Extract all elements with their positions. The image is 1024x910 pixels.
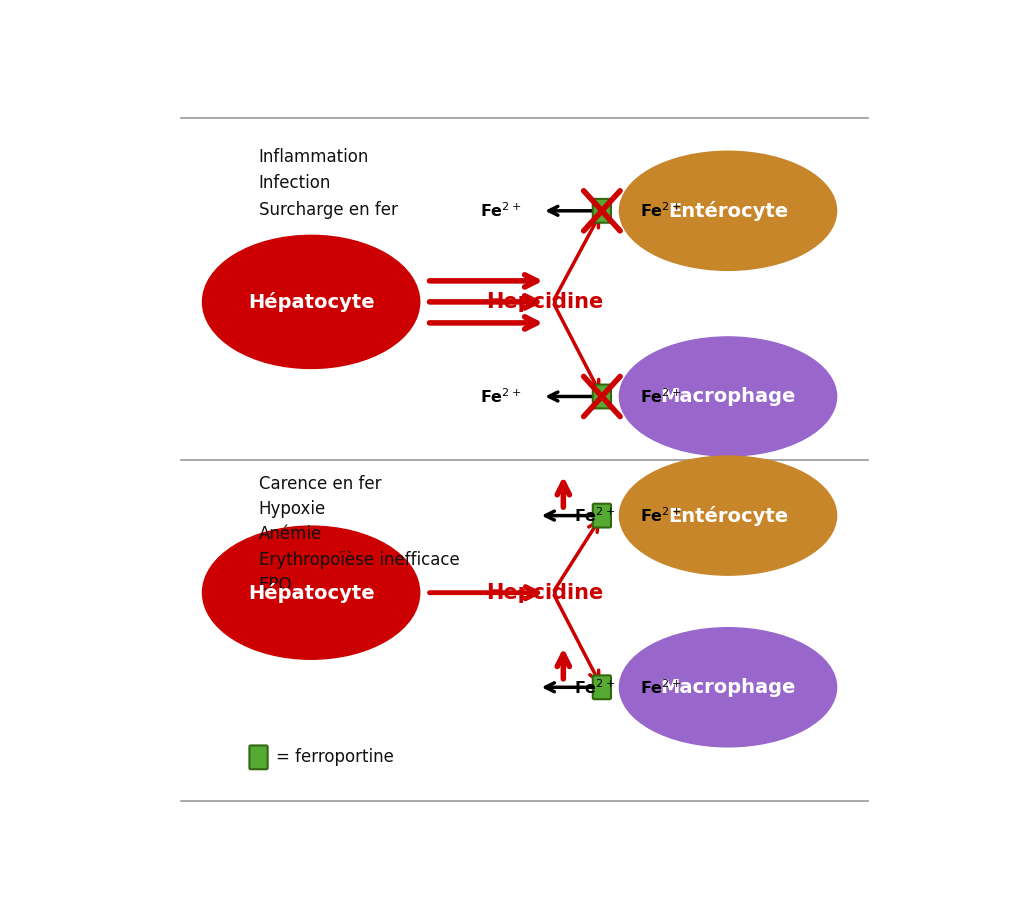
Text: Macrophage: Macrophage — [660, 387, 796, 406]
FancyBboxPatch shape — [250, 745, 267, 769]
Ellipse shape — [620, 151, 837, 270]
Ellipse shape — [203, 526, 420, 659]
Text: Hypoxie: Hypoxie — [258, 501, 326, 518]
Text: Fe$^{2+}$: Fe$^{2+}$ — [640, 506, 682, 525]
Text: EPO: EPO — [258, 576, 292, 594]
Text: Fe$^{2+}$: Fe$^{2+}$ — [480, 201, 521, 220]
Ellipse shape — [620, 628, 837, 747]
Text: Hepcidine: Hepcidine — [486, 582, 603, 602]
Text: Fe$^{2+}$: Fe$^{2+}$ — [640, 387, 682, 406]
Text: Carence en fer: Carence en fer — [258, 475, 381, 493]
Ellipse shape — [620, 456, 837, 575]
FancyBboxPatch shape — [593, 385, 611, 409]
Text: Hépatocyte: Hépatocyte — [248, 292, 375, 312]
Text: Entérocyte: Entérocyte — [668, 506, 788, 526]
Text: Fe$^{2+}$: Fe$^{2+}$ — [573, 678, 615, 697]
Text: Infection: Infection — [258, 175, 331, 192]
Text: Erythropoïèse inefficace: Erythropoïèse inefficace — [258, 551, 460, 569]
Text: Fe$^{2+}$: Fe$^{2+}$ — [640, 678, 682, 697]
Text: Hépatocyte: Hépatocyte — [248, 582, 375, 602]
FancyBboxPatch shape — [593, 504, 611, 528]
Text: Inflammation: Inflammation — [258, 147, 369, 166]
Text: Macrophage: Macrophage — [660, 678, 796, 697]
Text: Hepcidine: Hepcidine — [486, 292, 603, 312]
Text: Fe$^{2+}$: Fe$^{2+}$ — [480, 387, 521, 406]
Text: Entérocyte: Entérocyte — [668, 201, 788, 221]
Text: Anémie: Anémie — [258, 525, 322, 543]
Text: Fe$^{2+}$: Fe$^{2+}$ — [573, 506, 615, 525]
FancyBboxPatch shape — [593, 675, 611, 699]
Ellipse shape — [203, 236, 420, 369]
Text: Surcharge en fer: Surcharge en fer — [258, 201, 397, 219]
FancyBboxPatch shape — [593, 199, 611, 223]
Ellipse shape — [620, 337, 837, 456]
Text: = ferroportine: = ferroportine — [276, 748, 394, 766]
Text: Fe$^{2+}$: Fe$^{2+}$ — [640, 201, 682, 220]
